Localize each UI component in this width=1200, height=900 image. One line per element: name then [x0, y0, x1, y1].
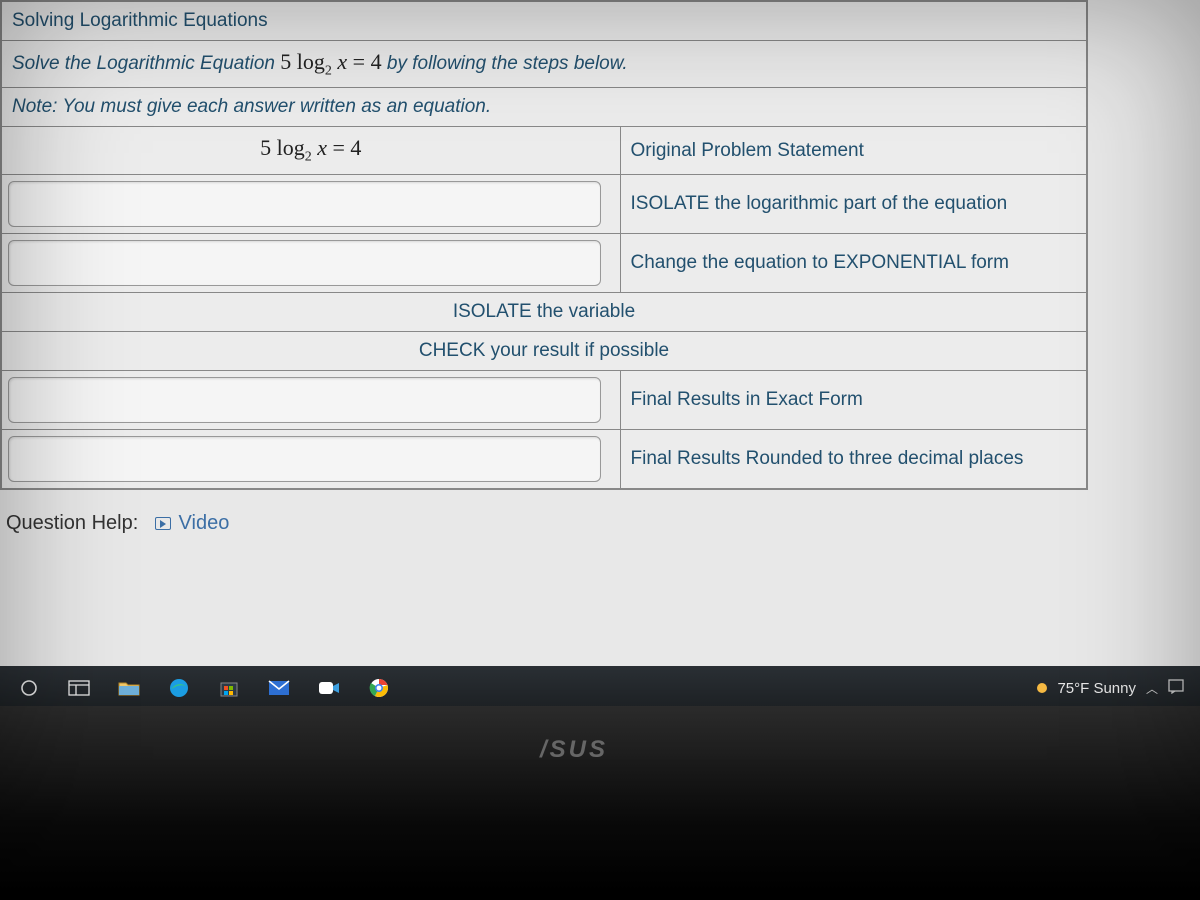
input-cell	[1, 174, 620, 233]
isolate-log-input[interactable]	[8, 181, 601, 227]
content-area: Solving Logarithmic Equations Solve the …	[0, 0, 1200, 535]
file-explorer-icon[interactable]	[106, 668, 152, 708]
step-label: Original Problem Statement	[620, 127, 1087, 174]
video-link[interactable]: Video	[155, 512, 229, 534]
camera-icon[interactable]	[306, 668, 352, 708]
rounded-input[interactable]	[8, 436, 601, 482]
store-icon[interactable]	[206, 668, 252, 708]
step-label: ISOLATE the variable	[1, 292, 1087, 331]
weather-widget[interactable]: 75°F Sunny	[1037, 680, 1136, 697]
edge-icon[interactable]	[156, 668, 202, 708]
instruction-text: Solve the Logarithmic Equation 5 log2 x …	[1, 41, 1087, 88]
table-row: Change the equation to EXPONENTIAL form	[1, 233, 1087, 292]
start-icon[interactable]	[6, 668, 52, 708]
original-equation: 5 log2 x = 4	[1, 127, 620, 174]
table-title: Solving Logarithmic Equations	[1, 1, 1087, 41]
notification-icon[interactable]	[1168, 678, 1184, 698]
instruction-prefix: Solve the Logarithmic Equation	[12, 53, 280, 74]
question-help: Question Help: Video	[6, 512, 1200, 535]
chevron-up-icon[interactable]: ︿	[1146, 680, 1158, 697]
instruction-suffix: by following the steps below.	[387, 53, 628, 74]
table-row: ISOLATE the variable	[1, 292, 1087, 331]
video-link-text: Video	[179, 512, 230, 534]
exponential-form-input[interactable]	[8, 240, 601, 286]
note-row: Note: You must give each answer written …	[1, 88, 1087, 127]
taskbar-left	[6, 668, 402, 708]
title-row: Solving Logarithmic Equations	[1, 1, 1087, 41]
input-cell	[1, 233, 620, 292]
input-cell	[1, 370, 620, 429]
step-label: ISOLATE the logarithmic part of the equa…	[620, 174, 1087, 233]
table-row: ISOLATE the logarithmic part of the equa…	[1, 174, 1087, 233]
instruction-row: Solve the Logarithmic Equation 5 log2 x …	[1, 41, 1087, 88]
mail-icon[interactable]	[256, 668, 302, 708]
brand-logo: /SUS	[540, 736, 608, 764]
exact-form-input[interactable]	[8, 377, 601, 423]
equation-inline: 5 log2 x = 4	[280, 49, 381, 74]
step-label: CHECK your result if possible	[1, 331, 1087, 370]
table-row: Final Results in Exact Form	[1, 370, 1087, 429]
taskbar-right: 75°F Sunny ︿	[1037, 678, 1194, 698]
chrome-icon[interactable]	[356, 668, 402, 708]
question-help-label: Question Help:	[6, 512, 138, 534]
input-cell	[1, 429, 620, 489]
step-label: Final Results in Exact Form	[620, 370, 1087, 429]
step-label: Final Results Rounded to three decimal p…	[620, 429, 1087, 489]
weather-text: 75°F Sunny	[1057, 680, 1136, 697]
table-row: CHECK your result if possible	[1, 331, 1087, 370]
step-label: Change the equation to EXPONENTIAL form	[620, 233, 1087, 292]
problem-table: Solving Logarithmic Equations Solve the …	[0, 0, 1088, 490]
table-row: Final Results Rounded to three decimal p…	[1, 429, 1087, 489]
screen: Solving Logarithmic Equations Solve the …	[0, 0, 1200, 710]
sun-icon	[1037, 683, 1047, 693]
note-text: Note: You must give each answer written …	[1, 88, 1087, 127]
taskbar: 75°F Sunny ︿	[0, 666, 1200, 710]
table-row: 5 log2 x = 4 Original Problem Statement	[1, 127, 1087, 174]
play-icon	[155, 517, 171, 530]
task-view-icon[interactable]	[56, 668, 102, 708]
